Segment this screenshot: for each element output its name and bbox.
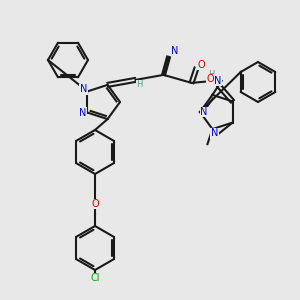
Text: N: N [79,108,86,118]
Text: Cl: Cl [90,273,100,283]
Text: N: N [200,107,208,117]
Text: N: N [80,84,87,94]
Text: H: H [136,80,143,89]
Text: O: O [207,74,214,84]
Text: N: N [211,128,218,138]
Text: O: O [198,60,206,70]
Text: N: N [171,46,178,56]
Text: O: O [91,199,99,209]
Text: N: N [214,76,221,86]
Text: O: O [207,74,214,84]
Text: H: H [208,70,215,80]
